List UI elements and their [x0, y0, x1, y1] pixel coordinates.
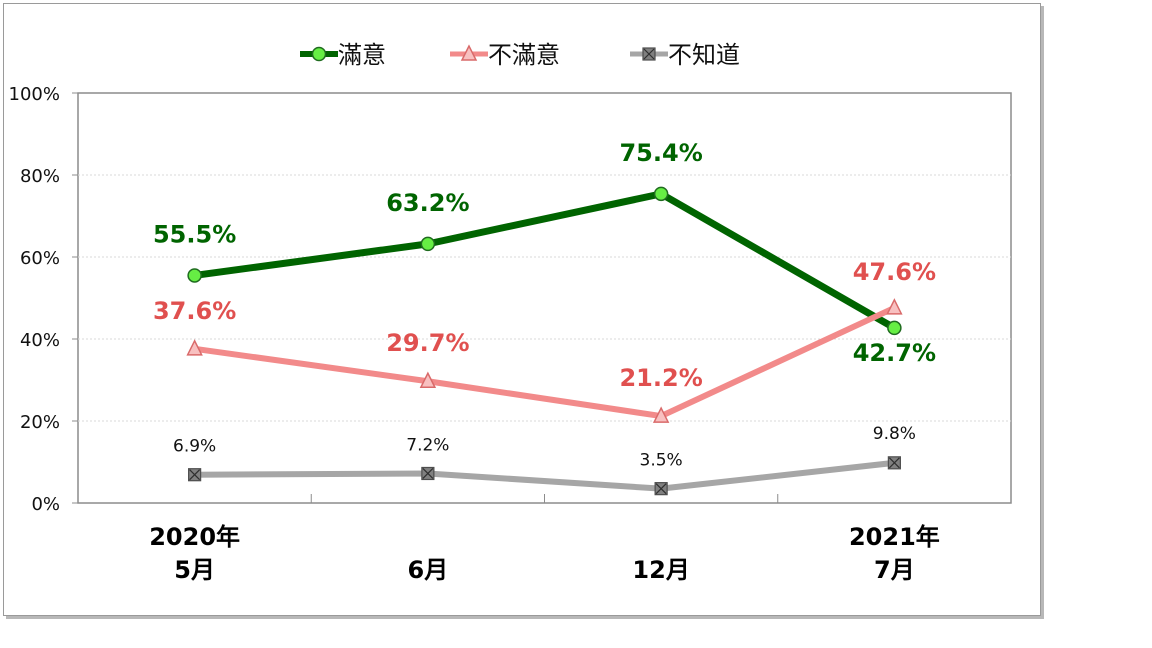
data-point-cross — [189, 469, 201, 481]
data-label: 42.7% — [853, 339, 936, 367]
data-label: 47.6% — [853, 258, 936, 286]
legend-marker-triangle — [460, 44, 478, 61]
data-label: 6.9% — [173, 437, 216, 457]
legend-marker-circle — [311, 46, 327, 62]
data-point-triangle — [652, 406, 670, 423]
data-label: 55.5% — [153, 220, 236, 248]
data-point-triangle — [419, 371, 437, 388]
data-label: 3.5% — [640, 451, 683, 471]
data-point-circle — [887, 320, 902, 336]
legend-marker-cross — [643, 48, 655, 60]
data-label: 29.7% — [386, 329, 469, 357]
x-category-year: 2021年 — [849, 523, 940, 551]
plot-area — [77, 92, 1012, 504]
data-point-cross — [655, 483, 667, 495]
y-tick-label: 40% — [20, 330, 60, 351]
y-tick-label: 60% — [20, 248, 60, 269]
data-point-triangle — [186, 339, 203, 356]
x-category-label: 7月 — [874, 556, 915, 584]
data-point-cross — [888, 457, 900, 469]
data-label: 21.2% — [619, 364, 702, 392]
data-label: 7.2% — [406, 435, 449, 455]
data-label: 75.4% — [619, 139, 702, 167]
data-point-circle — [653, 186, 669, 202]
y-tick-label: 20% — [20, 412, 60, 433]
x-category-label: 5月 — [174, 556, 215, 584]
data-point-circle — [420, 236, 436, 252]
series-line-3 — [191, 459, 898, 492]
data-point-circle — [187, 268, 202, 283]
x-category-label: 6月 — [408, 556, 449, 584]
data-label: 37.6% — [153, 297, 236, 325]
data-point-triangle — [886, 298, 903, 315]
y-tick-label: 80% — [20, 166, 60, 187]
legend-label: 滿意 — [338, 41, 386, 69]
series-line-2 — [191, 304, 898, 420]
x-category-label: 12月 — [632, 556, 689, 584]
series-line-1 — [191, 190, 898, 332]
x-category-year: 2020年 — [149, 523, 240, 551]
data-label: 63.2% — [386, 189, 469, 217]
data-label: 9.8% — [873, 424, 916, 444]
legend-label: 不滿意 — [488, 41, 560, 69]
y-tick-label: 100% — [9, 84, 60, 105]
data-point-cross — [422, 468, 434, 479]
y-tick-label: 0% — [31, 494, 60, 515]
legend-label: 不知道 — [668, 41, 740, 69]
